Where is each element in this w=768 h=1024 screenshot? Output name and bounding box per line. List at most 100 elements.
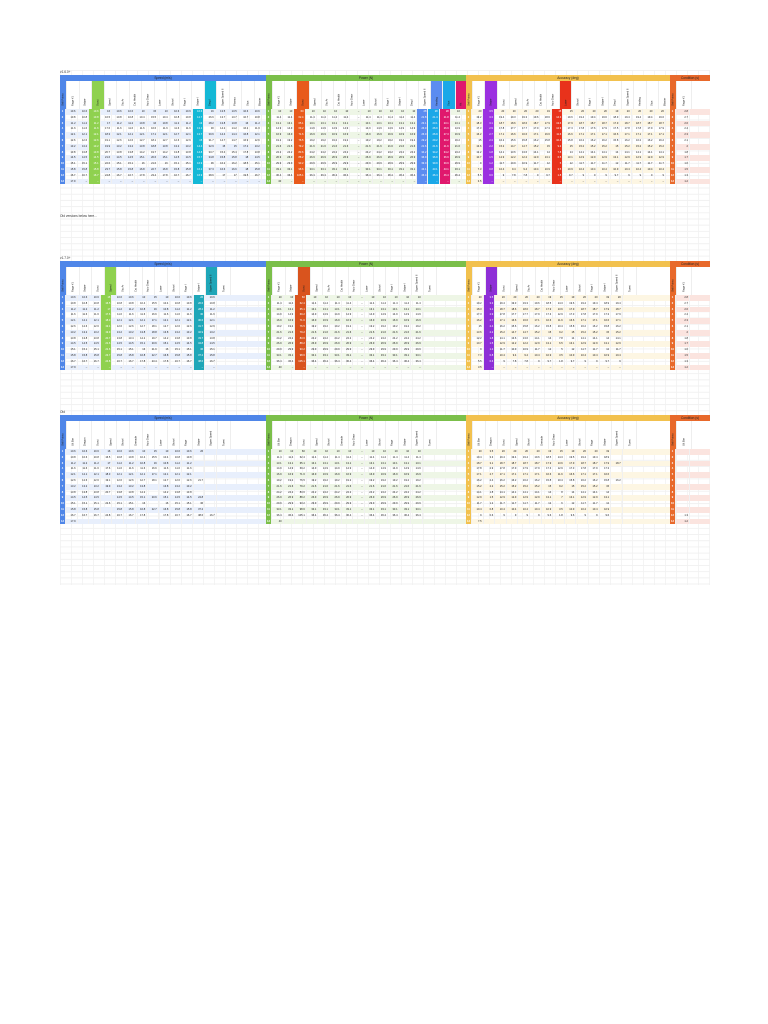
stat-cell[interactable]: 12.9 xyxy=(472,495,484,502)
skill-point-cell[interactable]: 6 xyxy=(466,477,472,484)
stat-cell[interactable]: 16.7 xyxy=(170,358,182,365)
stat-cell[interactable]: 28 xyxy=(439,109,451,115)
stat-cell[interactable]: – xyxy=(193,364,206,371)
column-header[interactable]: Skill Points xyxy=(670,267,677,295)
stat-cell[interactable]: 19.2 xyxy=(272,323,284,330)
stat-cell[interactable]: 26.9 xyxy=(406,155,418,162)
stat-cell[interactable]: 1.5 xyxy=(484,495,496,502)
stat-cell[interactable]: 19.2 xyxy=(272,477,284,484)
stat-cell[interactable]: 21.6 xyxy=(306,143,317,150)
stat-cell[interactable]: 18.3 xyxy=(101,472,113,478)
stat-cell[interactable]: 14.9 xyxy=(373,126,384,133)
stat-cell[interactable]: – xyxy=(78,364,90,371)
stat-cell[interactable]: 26.9 xyxy=(417,132,429,138)
stat-cell[interactable]: 14 xyxy=(540,149,552,156)
stat-cell[interactable]: 13.7 xyxy=(227,114,239,121)
stat-cell[interactable]: 10.8 xyxy=(182,454,194,461)
stat-cell[interactable]: 69.2 xyxy=(294,126,306,133)
stat-cell[interactable]: 16.9 xyxy=(307,318,319,324)
stat-cell[interactable]: 15.8 xyxy=(205,352,217,359)
stat-cell[interactable]: 12.7 xyxy=(135,137,147,144)
stat-cell[interactable]: 14.5 xyxy=(124,341,136,348)
stat-cell[interactable]: 16.9 xyxy=(361,132,373,138)
stat-cell[interactable]: 14.5 xyxy=(170,341,182,348)
stat-cell[interactable]: 17.1 xyxy=(147,472,159,478)
stat-cell[interactable]: 9.4 xyxy=(506,166,518,173)
column-header[interactable]: Scout xyxy=(298,267,311,295)
stat-cell[interactable]: 19.3 xyxy=(506,114,518,121)
stat-cell[interactable]: 17.9 xyxy=(66,364,78,371)
stat-cell[interactable]: 19.4 xyxy=(518,454,530,461)
stat-cell[interactable]: 10.9 xyxy=(609,166,621,173)
stat-cell[interactable]: – xyxy=(353,512,365,519)
stat-cell[interactable]: 36.4 xyxy=(272,358,284,365)
stat-cell[interactable]: 14.9 xyxy=(306,126,317,133)
stat-cell[interactable]: 13.4 xyxy=(124,335,136,342)
stat-cell[interactable]: 14.9 xyxy=(318,312,330,319)
stat-cell[interactable]: 11.2 xyxy=(170,460,182,467)
column-header[interactable]: Laser xyxy=(361,267,374,295)
stat-cell[interactable]: 14.5 xyxy=(112,341,124,348)
skill-point-cell[interactable]: 2 xyxy=(670,454,676,461)
stat-cell[interactable]: 14.5 xyxy=(112,155,124,162)
stat-cell[interactable]: 21.6 xyxy=(330,483,342,490)
stat-cell[interactable]: 26.9 xyxy=(306,155,317,162)
stat-cell[interactable]: 14.9 xyxy=(317,126,328,133)
stat-cell[interactable]: 33.1 xyxy=(451,166,462,173)
stat-cell[interactable] xyxy=(676,501,690,507)
stat-cell[interactable]: 10 xyxy=(272,109,284,115)
stat-cell[interactable]: 11.4 xyxy=(373,114,384,121)
stat-cell[interactable]: 33.1 xyxy=(373,166,384,173)
stat-cell[interactable]: – xyxy=(100,364,113,371)
stat-cell[interactable]: 16.9 xyxy=(365,472,377,478)
stat-cell[interactable] xyxy=(530,518,542,525)
column-header[interactable]: Super Speed xyxy=(412,421,425,449)
stat-cell[interactable]: 12.1 xyxy=(170,472,182,478)
stat-cell[interactable]: 29.9 xyxy=(306,161,317,167)
stat-cell[interactable]: 10.6 xyxy=(78,109,90,115)
stat-cell[interactable]: 21.6 xyxy=(361,143,373,150)
stat-cell[interactable]: 20 xyxy=(588,449,600,455)
stat-cell[interactable] xyxy=(611,501,623,507)
stat-cell[interactable]: 10.6 xyxy=(192,109,205,115)
skill-point-cell[interactable]: 12 xyxy=(466,358,472,365)
stat-cell[interactable]: 16.9 xyxy=(307,472,319,478)
stat-cell[interactable]: 11.2 xyxy=(66,120,78,127)
stat-cell[interactable]: 88.2 xyxy=(295,341,307,348)
stat-cell[interactable]: 15.8 xyxy=(600,323,612,330)
stat-cell[interactable]: 12.6 xyxy=(89,323,101,330)
stat-cell[interactable]: 17 xyxy=(216,172,228,179)
stat-cell[interactable]: 11.7 xyxy=(472,501,484,507)
stat-cell[interactable]: 10.4 xyxy=(135,114,147,121)
stat-cell[interactable]: 16.9 xyxy=(373,132,384,138)
stat-cell[interactable]: 19.6 xyxy=(530,454,542,461)
stat-cell[interactable]: 62.4 xyxy=(295,300,307,307)
stat-cell[interactable] xyxy=(611,472,623,478)
stat-cell[interactable]: 1.8 xyxy=(553,358,565,365)
stat-cell[interactable]: 14 xyxy=(542,335,554,342)
stat-cell[interactable]: 19.5 xyxy=(565,454,577,461)
stat-cell[interactable]: 12.2 xyxy=(472,149,484,156)
skill-point-cell[interactable]: 13 xyxy=(266,178,272,185)
skill-point-cell[interactable]: 8 xyxy=(466,489,472,496)
stat-cell[interactable]: 10.8 xyxy=(170,300,182,307)
stat-cell[interactable]: 83.6 xyxy=(295,335,307,342)
stat-cell[interactable]: 13.7 xyxy=(192,132,205,138)
stat-cell[interactable]: 26.9 xyxy=(361,155,373,162)
stat-cell[interactable]: 17.9 xyxy=(655,126,666,133)
stat-cell[interactable]: 12.7 xyxy=(159,477,171,484)
stat-cell[interactable]: 46.4 xyxy=(439,172,451,179)
stat-cell[interactable]: – xyxy=(89,178,101,185)
column-header[interactable]: Cat Health xyxy=(334,81,347,109)
stat-cell[interactable] xyxy=(576,518,588,525)
skill-point-cell[interactable]: 7 xyxy=(266,143,272,150)
stat-cell[interactable]: 17.8 xyxy=(239,149,251,156)
stat-cell[interactable]: 12.9 xyxy=(576,495,588,502)
stat-cell[interactable]: 15.1 xyxy=(78,347,90,353)
stat-cell[interactable]: 2.7 xyxy=(484,472,496,478)
column-header[interactable]: Super Speed xyxy=(206,421,219,449)
stat-cell[interactable]: 16.6 xyxy=(565,318,577,324)
stat-cell[interactable]: 11.6 xyxy=(159,466,171,473)
stat-cell[interactable]: 17.8 xyxy=(632,126,644,133)
stat-cell[interactable]: 15 xyxy=(551,109,564,115)
